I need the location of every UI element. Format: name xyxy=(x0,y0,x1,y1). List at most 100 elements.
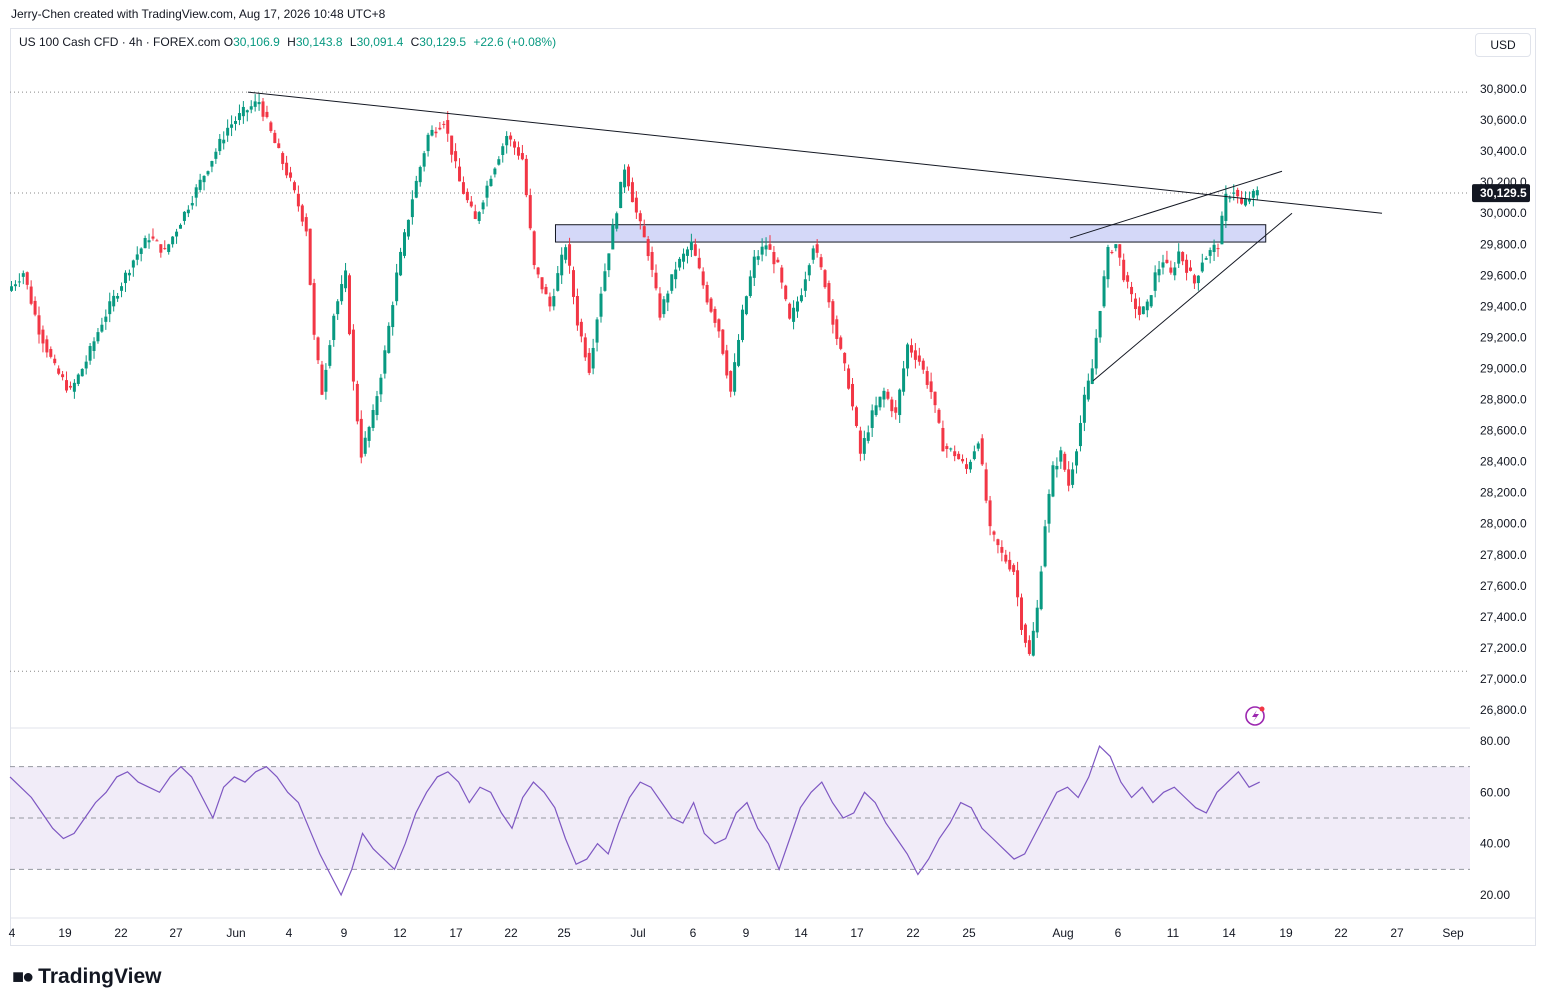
candle xyxy=(57,365,61,376)
candle xyxy=(953,445,957,462)
candle xyxy=(654,264,658,291)
candle-body xyxy=(1055,465,1059,470)
candle-body xyxy=(363,437,367,454)
candle xyxy=(792,300,796,330)
candle xyxy=(143,235,147,249)
time-tick-label: 4 xyxy=(9,926,16,940)
candle-body xyxy=(697,257,701,269)
candle-body xyxy=(296,193,300,207)
candle-body xyxy=(171,236,175,245)
candle xyxy=(917,347,921,366)
candle xyxy=(414,175,418,199)
candle xyxy=(1094,329,1098,375)
candle-body xyxy=(29,286,33,304)
candle-body xyxy=(277,143,281,149)
candle xyxy=(1059,446,1063,469)
candle xyxy=(627,164,631,191)
rsi-tick-label: 20.00 xyxy=(1480,888,1510,902)
candle-body xyxy=(1043,526,1047,567)
candle xyxy=(1165,250,1169,264)
candle-body xyxy=(163,248,167,250)
candle xyxy=(984,462,988,504)
candle-body xyxy=(430,129,434,136)
candle-body xyxy=(583,337,587,358)
candle xyxy=(980,434,984,467)
time-axis[interactable]: 4 19 22 27 Jun 4 9 12 17 22 25 Jul 6 9 14 17 22 25 Aug 6 11 1… xyxy=(9,926,1464,940)
candle-body xyxy=(1189,267,1192,271)
candle-body xyxy=(796,301,799,312)
candle xyxy=(1216,243,1220,257)
high-value: 30,143.8 xyxy=(295,35,343,49)
candle-body xyxy=(143,238,147,249)
candle-body xyxy=(792,307,796,322)
candle xyxy=(454,143,458,169)
rsi-axis[interactable]: 20.00 40.00 60.00 80.00 xyxy=(1480,734,1510,902)
candle xyxy=(198,173,202,193)
candle-body xyxy=(713,308,717,323)
candle xyxy=(226,119,230,142)
candle-body xyxy=(587,352,591,373)
candle xyxy=(485,180,489,207)
candle-body xyxy=(1196,275,1200,284)
candle-body xyxy=(634,197,638,213)
symbol-name[interactable]: US 100 Cash CFD · 4h · FOREX.com xyxy=(19,35,221,49)
candle xyxy=(1023,623,1027,648)
candle xyxy=(579,318,583,343)
price-tick-label: 29,400.0 xyxy=(1480,299,1527,313)
candle-body xyxy=(1122,259,1126,281)
candle-body xyxy=(627,166,631,187)
candle xyxy=(186,205,190,218)
candle xyxy=(493,167,497,178)
time-tick-label: 14 xyxy=(794,926,808,940)
candle-body xyxy=(705,285,709,303)
candle-body xyxy=(556,273,560,291)
candle-body xyxy=(894,407,898,413)
price-tick-label: 28,800.0 xyxy=(1480,393,1527,407)
candle-body xyxy=(870,410,874,428)
candle xyxy=(477,210,481,224)
candle-body xyxy=(925,371,929,385)
candle xyxy=(925,366,929,389)
time-tick-label: 9 xyxy=(341,926,348,940)
price-axis[interactable]: 26,800.0 27,000.0 27,200.0 27,400.0 27,600.0… xyxy=(1480,82,1527,717)
time-tick-label: 17 xyxy=(850,926,864,940)
candle xyxy=(245,109,249,122)
candle xyxy=(387,322,391,354)
candle xyxy=(159,244,163,258)
candle-body xyxy=(131,260,135,268)
candle-body xyxy=(214,151,218,159)
candle xyxy=(155,238,159,242)
candle xyxy=(568,237,572,274)
currency-button[interactable]: USD xyxy=(1475,33,1531,57)
candle xyxy=(1078,415,1082,452)
candle-body xyxy=(811,248,815,260)
candle-body xyxy=(760,246,764,255)
candle-body xyxy=(269,122,273,131)
level-layer xyxy=(10,91,1470,672)
candle xyxy=(1255,186,1259,201)
candle-body xyxy=(1149,295,1153,307)
candle xyxy=(972,445,976,461)
candle xyxy=(756,250,760,266)
candle-body xyxy=(501,146,505,155)
candle-body xyxy=(949,448,953,450)
tradingview-logo[interactable]: ■● TradingView xyxy=(12,965,162,989)
candle-body xyxy=(670,274,674,291)
lightning-icon[interactable] xyxy=(1245,706,1265,726)
candle-body xyxy=(477,212,481,221)
candle xyxy=(1055,457,1059,478)
time-tick-label: 19 xyxy=(1279,926,1293,940)
candle xyxy=(442,121,446,129)
candle-body xyxy=(304,217,308,232)
candle-body xyxy=(88,346,92,361)
candle xyxy=(1177,243,1181,268)
candle xyxy=(682,248,686,270)
candle-body xyxy=(913,350,917,360)
candle-body xyxy=(772,252,776,265)
candle-body xyxy=(725,350,729,376)
candle-body xyxy=(1173,267,1177,276)
candle-body xyxy=(878,396,882,408)
time-tick-label: 27 xyxy=(1390,926,1404,940)
candle-body xyxy=(175,231,179,237)
